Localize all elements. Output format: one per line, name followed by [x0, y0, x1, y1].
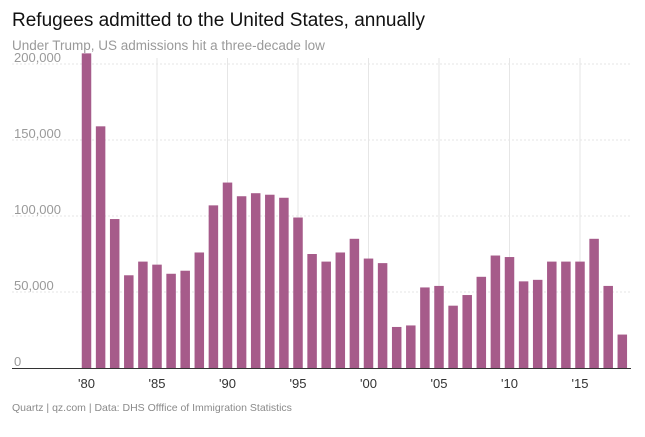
- bar-1988: [194, 252, 205, 368]
- chart-subtitle: Under Trump, US admissions hit a three-d…: [12, 38, 325, 53]
- y-tick-label: 150,000: [14, 126, 61, 141]
- bar-2002: [391, 326, 402, 368]
- bar-1992: [250, 193, 261, 368]
- x-tick-label: '00: [360, 376, 377, 391]
- bar-2010: [504, 257, 515, 368]
- bar-1980: [81, 53, 92, 369]
- x-tick-label: '95: [290, 376, 307, 391]
- y-tick-label: 100,000: [14, 202, 61, 217]
- bar-1991: [236, 196, 247, 368]
- bar-2007: [462, 295, 472, 368]
- bar-2008: [476, 276, 487, 368]
- bar-1995: [293, 217, 303, 368]
- bar-2005: [434, 285, 444, 368]
- bar-2001: [377, 263, 388, 368]
- bar-1993: [265, 194, 275, 368]
- bar-2009: [490, 255, 501, 368]
- bar-2000: [363, 258, 374, 368]
- bar-2006: [448, 305, 458, 368]
- bar-2016: [589, 238, 599, 368]
- bar-1983: [124, 275, 134, 368]
- bar-2018: [617, 334, 628, 368]
- bar-2013: [547, 261, 557, 368]
- bar-1999: [349, 238, 360, 368]
- chart-title: Refugees admitted to the United States, …: [12, 10, 425, 31]
- bar-2017: [603, 285, 613, 368]
- source-credit: Quartz | qz.com | Data: DHS Offfice of I…: [12, 402, 292, 414]
- bar-2015: [575, 261, 585, 368]
- x-tick-label: '05: [431, 376, 448, 391]
- bar-1986: [166, 273, 176, 368]
- bar-2014: [561, 261, 571, 368]
- bar-2012: [532, 279, 543, 368]
- x-tick-label: '10: [501, 376, 518, 391]
- bar-1984: [138, 261, 148, 368]
- bar-2011: [518, 281, 529, 368]
- x-tick-label: '80: [78, 376, 95, 391]
- x-tick-label: '15: [572, 376, 589, 391]
- bar-1997: [321, 261, 331, 368]
- x-tick-label: '85: [149, 376, 166, 391]
- y-tick-label: 50,000: [14, 278, 54, 293]
- bar-1996: [307, 254, 317, 368]
- y-tick-label: 0: [14, 354, 21, 369]
- bar-1998: [335, 252, 346, 368]
- bar-1982: [109, 219, 120, 368]
- x-tick-label: '90: [219, 376, 236, 391]
- bar-1985: [152, 264, 162, 368]
- bar-1994: [279, 197, 289, 368]
- bar-1990: [222, 182, 233, 368]
- bars: [81, 53, 628, 369]
- axes: 0 50,000 100,000 150,000 200,000 '80 '85 '90 '95…: [12, 50, 631, 391]
- bar-2004: [420, 287, 430, 368]
- bar-2003: [406, 325, 416, 368]
- bar-1981: [95, 126, 106, 368]
- bar-1987: [180, 270, 190, 368]
- bar-1989: [208, 205, 219, 368]
- y-tick-label: 200,000: [14, 50, 61, 65]
